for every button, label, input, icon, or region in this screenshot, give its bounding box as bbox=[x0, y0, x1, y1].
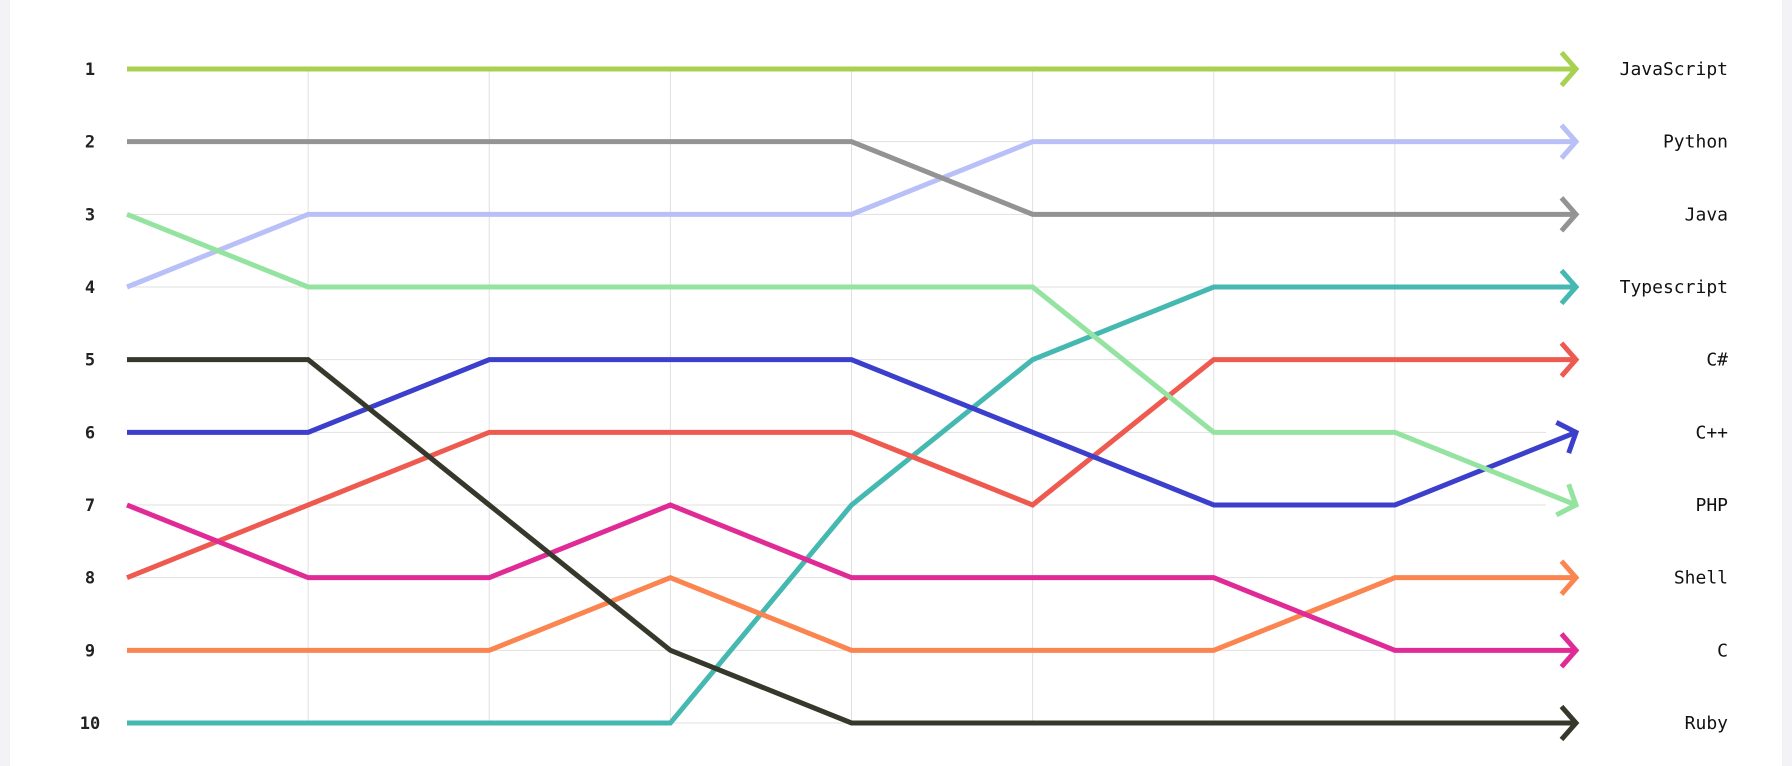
rank-tick-label: 4 bbox=[85, 278, 95, 298]
series-line bbox=[126, 502, 1576, 653]
rank-tick-label: 2 bbox=[85, 133, 95, 153]
rank-tick-label: 3 bbox=[85, 205, 95, 225]
series-label: Shell bbox=[1674, 568, 1728, 589]
series-label: Java bbox=[1685, 204, 1728, 225]
bump-chart: 1 2 3 4 5 6 7 8 9 10 JavaScript Python Java Typescri… bbox=[80, 50, 1729, 742]
chart-card: 1 2 3 4 5 6 7 8 9 10 JavaScript Python Java Typescri… bbox=[10, 0, 1782, 766]
series-arrowhead bbox=[1559, 341, 1580, 378]
series-label: Typescript bbox=[1620, 277, 1728, 298]
rank-tick-label: 9 bbox=[85, 641, 95, 661]
series-arrowhead bbox=[1559, 704, 1580, 742]
series-label: C++ bbox=[1695, 422, 1728, 443]
series-label: C bbox=[1717, 640, 1728, 661]
series-arrowhead bbox=[1559, 632, 1580, 669]
series-arrowhead bbox=[1559, 123, 1580, 160]
rank-tick-label: 10 bbox=[80, 714, 100, 734]
series-arrowhead bbox=[1559, 50, 1580, 88]
series-label: PHP bbox=[1695, 495, 1728, 516]
series-line bbox=[126, 357, 1576, 580]
series-label: Ruby bbox=[1685, 713, 1729, 734]
rank-tick-label: 5 bbox=[85, 351, 95, 371]
series-label: C# bbox=[1706, 350, 1728, 371]
rank-tick-label: 6 bbox=[85, 423, 95, 443]
rank-axis-labels: 1 2 3 4 5 6 7 8 9 10 bbox=[80, 60, 100, 734]
series-line bbox=[126, 212, 1577, 508]
rank-tick-label: 8 bbox=[85, 569, 95, 589]
series-line bbox=[127, 284, 1576, 726]
series-end-labels: JavaScript Python Java Typescript C# C++ PHP Sh… bbox=[1620, 59, 1729, 734]
rank-tick-label: 1 bbox=[85, 60, 95, 80]
series-arrowhead bbox=[1559, 268, 1580, 306]
series-line bbox=[127, 357, 1576, 726]
rank-tick-label: 7 bbox=[85, 496, 95, 516]
series-label: Python bbox=[1663, 132, 1728, 153]
series-arrowhead bbox=[1555, 483, 1580, 518]
series-lines bbox=[126, 50, 1580, 742]
series-label: JavaScript bbox=[1620, 59, 1728, 80]
series-arrowhead bbox=[1559, 196, 1580, 233]
series-arrowhead bbox=[1559, 559, 1580, 596]
series-line bbox=[127, 574, 1576, 653]
series-arrowhead bbox=[1555, 420, 1580, 454]
series-line bbox=[127, 139, 1576, 217]
series-line bbox=[126, 139, 1576, 290]
